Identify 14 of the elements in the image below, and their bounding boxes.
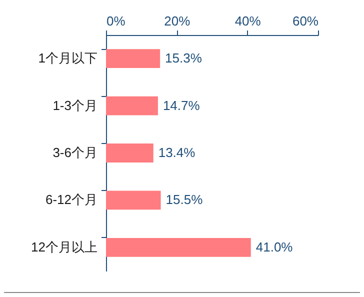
data-label: 15.3% [165,50,202,66]
data-label: 13.4% [158,145,196,160]
y-tick-label: 12个月以上 [31,239,98,254]
data-label: 15.5% [166,192,204,208]
data-label: 14.7% [162,98,200,113]
x-tick-label: 20% [164,14,191,28]
y-tick-label: 1个月以下 [38,50,98,66]
y-tick-label: 3-6个月 [52,145,98,160]
x-tick-label: 40% [234,14,262,28]
y-tick-label: 1-3个月 [52,98,98,113]
x-tick-label: 60% [292,14,319,28]
y-tick-label: 6-12个月 [45,192,98,208]
x-tick-label: 0% [106,14,126,28]
data-label: 41.0% [256,239,294,254]
